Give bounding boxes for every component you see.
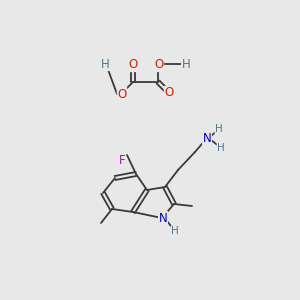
Text: O: O: [117, 88, 127, 100]
Text: H: H: [100, 58, 109, 70]
Text: N: N: [202, 131, 211, 145]
Text: H: H: [182, 58, 190, 70]
Text: N: N: [159, 212, 167, 224]
Text: O: O: [128, 58, 138, 71]
Text: O: O: [164, 86, 174, 100]
Text: H: H: [215, 124, 223, 134]
Text: H: H: [217, 143, 225, 153]
Text: H: H: [171, 226, 179, 236]
Text: F: F: [119, 154, 125, 166]
Text: O: O: [154, 58, 164, 71]
